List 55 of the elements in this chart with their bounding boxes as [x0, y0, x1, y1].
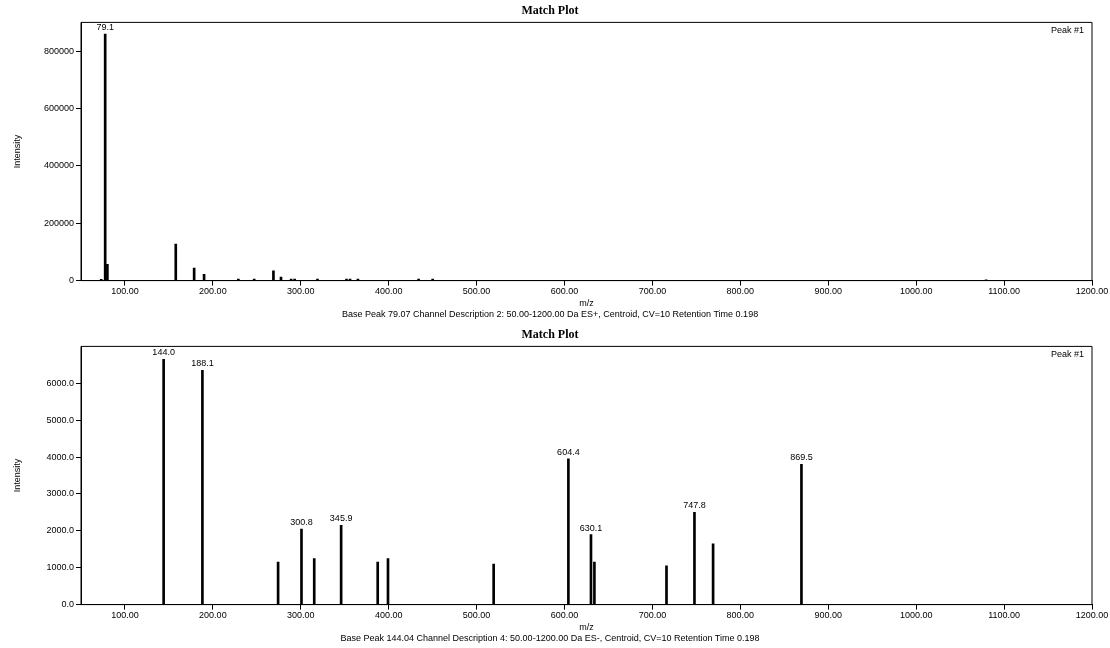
x-tick-label: 1100.00 — [988, 286, 1021, 297]
y-tick-label: 2000.0 — [46, 525, 74, 536]
y-tick-label: 0.0 — [61, 599, 74, 610]
x-tick-label: 1200.00 — [1075, 286, 1109, 297]
x-tick-label: 400.00 — [374, 610, 403, 621]
y-tick-label: 1000.0 — [46, 562, 74, 573]
x-tick-label: 400.00 — [374, 286, 403, 297]
x-tick-label: 900.00 — [814, 286, 843, 297]
annotation: 747.8 — [683, 500, 706, 511]
y-tick-label: 400000 — [43, 160, 74, 171]
x-tick-label: 600.00 — [550, 286, 579, 297]
annotation: Peak #1 — [1050, 349, 1084, 360]
x-tick-label: 700.00 — [638, 286, 667, 297]
x-tick-label: 1200.00 — [1075, 610, 1109, 621]
x-tick-label: 700.00 — [638, 610, 667, 621]
x-tick-label: 200.00 — [199, 610, 227, 621]
annotation: 188.1 — [191, 358, 214, 369]
x-tick-label: 300.00 — [287, 286, 315, 297]
y-tick-label: 3000.0 — [46, 488, 74, 499]
x-tick-label: 1000.00 — [899, 610, 933, 621]
x-tick-label: 100.00 — [111, 610, 139, 621]
annotation: 300.8 — [290, 516, 313, 527]
y-axis-title: Intensity — [11, 458, 22, 493]
x-tick-label: 500.00 — [462, 286, 491, 297]
x-tick-label: 800.00 — [726, 286, 755, 297]
annotation: 869.5 — [790, 452, 813, 463]
x-tick-label: 200.00 — [199, 286, 227, 297]
y-axis-title: Intensity — [11, 134, 22, 169]
x-tick-label: 800.00 — [726, 610, 755, 621]
annotation: 604.4 — [557, 446, 580, 457]
y-tick-label: 800000 — [43, 45, 74, 56]
x-tick-label: 500.00 — [462, 610, 491, 621]
x-tick-label: 900.00 — [814, 610, 843, 621]
annotation: 345.9 — [329, 513, 353, 524]
chart-title: Match Plot — [521, 327, 579, 342]
text: Base Peak 79.07 Channel Description 2: 50.00-1200.00 Da ES+, Centroid, CV=10 Retention Time 0.198 — [341, 309, 759, 320]
y-tick-label: 0 — [68, 275, 74, 286]
text: Base Peak 144.04 Channel Description 4: 50.00-1200.00 Da ES-, Centroid, CV=10 Retention Time 0.198 — [340, 633, 760, 644]
annotation: Peak #1 — [1050, 25, 1084, 36]
x-tick-label: 600.00 — [550, 610, 579, 621]
x-axis-title: m/z — [579, 298, 595, 309]
y-tick-label: 6000.0 — [46, 377, 74, 388]
y-tick-label: 600000 — [43, 102, 74, 113]
annotation: 144.0 — [152, 347, 175, 358]
x-axis-title: m/z — [579, 622, 595, 633]
chart-title: Match Plot — [521, 3, 579, 18]
x-tick-label: 1100.00 — [988, 610, 1021, 621]
annotation: 79.1 — [96, 22, 114, 33]
y-tick-label: 200000 — [43, 217, 74, 228]
y-tick-label: 5000.0 — [46, 414, 74, 425]
y-tick-label: 4000.0 — [46, 451, 74, 462]
annotation: 630.1 — [579, 522, 603, 533]
x-tick-label: 100.00 — [111, 286, 139, 297]
x-tick-label: 300.00 — [287, 610, 315, 621]
x-tick-label: 1000.00 — [899, 286, 933, 297]
